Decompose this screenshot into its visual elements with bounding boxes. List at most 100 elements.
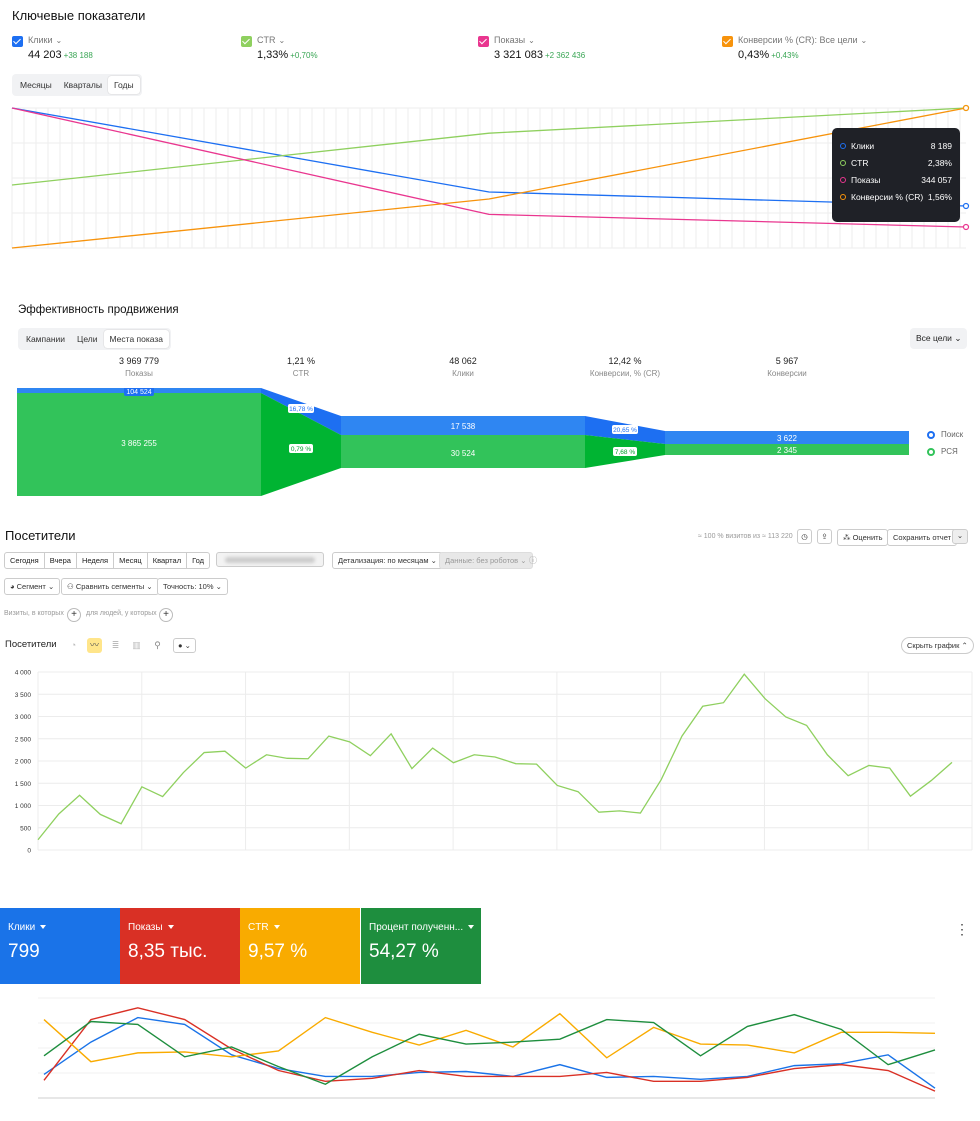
segment-button[interactable]: ◕ Сегмент ⌄ <box>4 578 61 595</box>
funnel-shows-rsya <box>17 393 261 496</box>
tab-campaigns[interactable]: Кампании <box>26 334 66 344</box>
y-tick-label: 4 000 <box>15 670 32 677</box>
card-received-percent[interactable]: Процент полученн... 54,27 % <box>361 908 481 984</box>
y-tick-label: 3 500 <box>15 692 32 699</box>
chevron-down-icon[interactable]: ⌄ <box>55 36 63 45</box>
value-chip <box>124 388 154 396</box>
card-label: CTR <box>248 922 269 933</box>
checkbox-shows[interactable] <box>478 36 489 47</box>
card-value: 8,35 тыс. <box>128 941 208 962</box>
card-shows[interactable]: Показы 8,35 тыс. <box>120 908 240 984</box>
data-filter-label: Данные: без роботов <box>445 556 519 565</box>
chevron-down-icon[interactable]: ⌄ <box>528 36 535 45</box>
history-icon[interactable]: ◷ <box>797 529 812 544</box>
value-chip <box>613 447 637 456</box>
hide-chart-button[interactable]: Скрыть график ⌃ <box>901 637 974 654</box>
goals-dropdown-label: Все цели <box>916 333 952 343</box>
rate-button[interactable]: ⁂ Оценить <box>837 529 889 546</box>
map-pin-icon[interactable]: ⚲ <box>154 640 161 650</box>
accuracy-label: Точность: 10% <box>163 582 214 591</box>
card-label: Показы <box>128 922 163 933</box>
metric-label: Конверсии % (CR): Все цели <box>738 35 858 45</box>
bar-chart-icon[interactable]: ▥ <box>132 640 141 650</box>
period-month[interactable]: Месяц <box>114 553 148 568</box>
tab-goals[interactable]: Цели <box>77 334 98 344</box>
accuracy-dropdown[interactable]: Точность: 10% ⌄ <box>157 578 228 595</box>
caret-down-icon[interactable] <box>167 925 174 930</box>
card-label: Процент полученн... <box>369 922 464 933</box>
y-tick-label: 500 <box>20 825 31 832</box>
kpi-shows: 3 969 779 Показы <box>94 356 184 378</box>
y-tick-label: 1 000 <box>15 803 32 810</box>
legend-rsya[interactable]: РСЯ <box>927 447 958 456</box>
info-icon[interactable]: ⓘ <box>529 556 537 565</box>
kpi-label: CTR <box>292 369 310 378</box>
chevron-up-icon: ⌃ <box>961 641 968 650</box>
funnel-clicks-search <box>341 416 585 435</box>
caret-down-icon[interactable] <box>468 925 475 930</box>
period-quarter[interactable]: Квартал <box>148 553 188 568</box>
kpi-label: Показы <box>125 369 153 378</box>
chevron-down-icon: ⌄ <box>954 333 962 343</box>
tooltip-value: 344 057 <box>921 174 952 185</box>
tooltip-value: 1,56% <box>927 191 952 202</box>
pie-chart-icon[interactable]: ◔ <box>70 640 77 650</box>
date-range-picker[interactable] <box>216 552 324 567</box>
export-icon[interactable]: ⇪ <box>817 529 832 544</box>
kpi-label: Клики <box>452 369 474 378</box>
series-line <box>43 1013 936 1086</box>
comment-icon: ● <box>178 641 183 650</box>
series-line <box>43 1007 936 1092</box>
legend-search[interactable]: Поиск <box>927 430 963 439</box>
period-today[interactable]: Сегодня <box>5 553 45 568</box>
tab-placements[interactable]: Места показа <box>103 330 170 348</box>
save-report-button[interactable]: Сохранить отчет <box>887 529 958 546</box>
annotations-dropdown[interactable]: ● ⌄ <box>173 638 196 653</box>
tab-quarters[interactable]: Кварталы <box>63 80 102 90</box>
period-year[interactable]: Год <box>192 556 205 565</box>
tooltip-row: Показы 344 057 <box>840 171 952 188</box>
chevron-down-icon[interactable]: ⌄ <box>952 529 968 544</box>
tab-months[interactable]: Месяцы <box>20 80 52 90</box>
promotion-efficiency-title: Эффективность продвижения <box>18 304 179 316</box>
value-label: 3 865 255 <box>121 439 157 448</box>
detail-dropdown[interactable]: Детализация: по месяцам ⌄ <box>332 552 443 569</box>
value-label: 20,65 % <box>613 427 637 434</box>
period-yesterday[interactable]: Вчера <box>45 553 77 568</box>
caret-down-icon[interactable] <box>40 925 47 930</box>
value-chip <box>288 404 314 413</box>
chevron-down-icon: ⌄ <box>215 582 222 591</box>
chevron-down-icon[interactable]: ⌄ <box>278 36 286 45</box>
detail-label: Детализация: по месяцам <box>338 556 429 565</box>
value-label: 7,68 % <box>615 449 635 456</box>
card-value: 799 <box>8 941 40 962</box>
metric-delta: +38 188 <box>63 51 93 60</box>
y-tick-label: 2 500 <box>15 736 32 743</box>
period-week[interactable]: Неделя <box>77 553 115 568</box>
tooltip-row: Клики 8 189 <box>840 137 952 154</box>
card-ctr[interactable]: CTR 9,57 % <box>240 908 360 984</box>
checkbox-ctr[interactable] <box>241 36 252 47</box>
legend-label: Поиск <box>941 430 964 439</box>
metric-value: 0,43% <box>738 49 770 61</box>
checkbox-clicks[interactable] <box>12 36 23 47</box>
funnel-clicks-rsya <box>341 435 585 468</box>
chevron-down-icon[interactable]: ⌄ <box>860 36 868 45</box>
line-chart-icon[interactable]: 〰 <box>87 638 102 653</box>
kpi-value: 3 969 779 <box>118 356 160 366</box>
checkbox-conversions[interactable] <box>722 36 733 47</box>
tab-years[interactable]: Годы <box>107 76 140 94</box>
caret-down-icon[interactable] <box>273 925 280 930</box>
period-switcher: Месяцы Кварталы Годы <box>12 74 142 96</box>
add-people-filter-icon[interactable]: + <box>159 608 173 622</box>
add-visit-filter-icon[interactable]: + <box>67 608 81 622</box>
visitors-panel: Посетители ≈ 100 % визитов из ≈ 113 220 … <box>0 522 980 862</box>
goals-dropdown[interactable]: Все цели ⌄ <box>910 328 968 349</box>
compare-segments-button[interactable]: ⚇ Сравнить сегменты ⌄ <box>61 578 159 595</box>
card-clicks[interactable]: Клики 799 <box>0 908 120 984</box>
more-vert-icon[interactable]: ⋮ <box>955 921 969 937</box>
stacked-chart-icon[interactable]: ≣ <box>111 640 120 650</box>
value-chip <box>612 425 638 434</box>
tooltip-name: Показы <box>851 174 881 185</box>
data-filter-dropdown[interactable]: Данные: без роботов ⌄ <box>439 552 533 569</box>
